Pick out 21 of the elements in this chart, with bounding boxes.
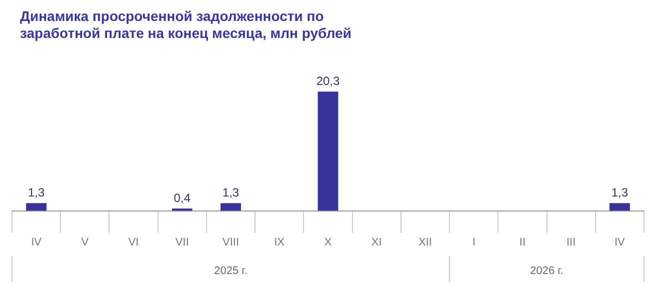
x-tick-label: IX [274,236,286,248]
text: 2025 г. [214,265,248,278]
x-tick-label: IV [614,236,626,248]
x-tick-label: VII [175,236,189,248]
x-tick-label: VI [128,236,139,248]
x-tick-label: XII [418,236,432,248]
data-label: 1,3 [222,185,240,200]
x-tick-label: VIII [222,236,240,248]
data-label: 20,3 [316,74,340,88]
data-label: 0,4 [174,190,191,205]
x-tick-label: III [566,236,576,248]
text: 2026 г. [530,265,564,278]
data-label: 1,3 [28,185,45,200]
x-tick-label: V [81,236,90,248]
x-tick-label: IV [31,236,42,248]
x-tick-label: X [324,236,332,248]
x-tick-label: II [519,236,526,248]
x-tick-label: I [472,236,476,248]
chart-title: Динамика просроченной задолженности по заработной плате на конец месяца, млн рублей [20,8,352,42]
x-tick-label: XI [371,236,382,248]
data-label: 1,3 [611,185,628,200]
